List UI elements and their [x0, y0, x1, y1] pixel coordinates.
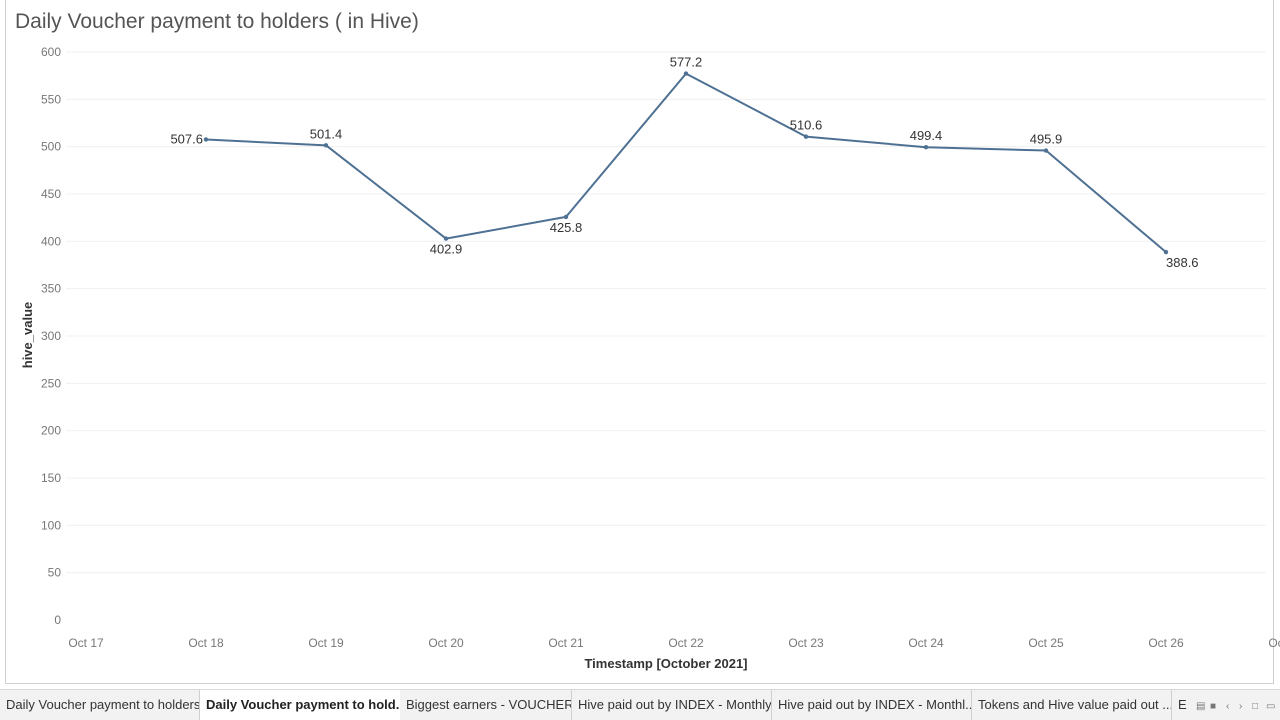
line-chart: 0 50 100 150 200 250 300 350 400 450 500 550 600 Oct…	[20, 45, 1280, 671]
tab-tokens-and-hive-value[interactable]: Tokens and Hive value paid out ...	[972, 690, 1172, 720]
data-label: 507.6	[170, 131, 203, 146]
y-axis-label: hive_value	[20, 302, 35, 369]
x-tick-label: Oct 18	[188, 636, 224, 650]
x-axis-ticks: Oct 17 Oct 18 Oct 19 Oct 20 Oct 21 Oct 22 Oct …	[68, 636, 1280, 650]
series-hive-value	[203, 71, 1169, 255]
x-tick-label: Oct 17	[68, 636, 104, 650]
data-label: 499.4	[910, 128, 943, 143]
data-label: 577.2	[670, 55, 703, 70]
data-label: 402.9	[430, 242, 463, 257]
data-point	[323, 143, 329, 148]
y-tick-label: 600	[41, 45, 61, 59]
tab-biggest-earners[interactable]: Biggest earners - VOUCHER	[400, 690, 572, 720]
data-labels: 507.6 501.4 402.9 425.8 577.2 510.6 499.4 495.9…	[170, 55, 1198, 271]
x-tick-label: Oct 27	[1268, 636, 1280, 650]
data-point	[1043, 148, 1049, 153]
data-label: 388.6	[1166, 255, 1199, 270]
tab-hive-paid-by-index-monthly[interactable]: Hive paid out by INDEX - Monthly	[572, 690, 772, 720]
tab-daily-voucher-payment[interactable]: Daily Voucher payment to holders	[0, 690, 200, 720]
data-label: 425.8	[550, 220, 583, 235]
presentation-icon[interactable]: ▭	[1266, 701, 1276, 712]
chart-title: Daily Voucher payment to holders ( in Hi…	[15, 10, 419, 33]
x-tick-label: Oct 22	[668, 636, 704, 650]
y-tick-label: 200	[41, 424, 61, 438]
data-point	[443, 236, 449, 241]
y-tick-label: 50	[48, 566, 62, 580]
data-point	[1163, 249, 1169, 255]
grid-view-icon[interactable]: ■	[1210, 701, 1217, 712]
list-view-icon[interactable]: ▤	[1196, 701, 1206, 712]
next-tab-icon[interactable]: ›	[1239, 701, 1243, 712]
gridlines	[66, 51, 1266, 574]
prev-tab-icon[interactable]: ‹	[1226, 701, 1230, 712]
y-tick-label: 400	[41, 234, 61, 248]
y-tick-label: 0	[54, 613, 61, 627]
fit-icon[interactable]: □	[1252, 701, 1259, 712]
y-axis-ticks: 0 50 100 150 200 250 300 350 400 450 500 550 600	[41, 45, 61, 627]
sheet-tab-bar: Daily Voucher payment to holders Daily V…	[0, 689, 1280, 720]
y-tick-label: 500	[41, 140, 61, 154]
series-line	[205, 72, 1167, 253]
viz-frame	[5, 0, 1274, 684]
data-label: 495.9	[1030, 132, 1063, 147]
x-tick-label: Oct 24	[908, 636, 944, 650]
data-label: 501.4	[310, 126, 343, 141]
data-point	[803, 134, 809, 139]
y-tick-label: 350	[41, 282, 61, 296]
tab-daily-voucher-payment-active[interactable]: Daily Voucher payment to hold...	[200, 690, 400, 720]
data-label: 510.6	[790, 118, 823, 133]
y-tick-label: 300	[41, 329, 61, 343]
x-axis-label: Timestamp [October 2021]	[584, 656, 747, 671]
y-tick-label: 550	[41, 92, 61, 106]
data-point	[683, 71, 689, 76]
y-tick-label: 450	[41, 187, 61, 201]
y-tick-label: 150	[41, 471, 61, 485]
data-point	[563, 214, 569, 220]
x-tick-label: Oct 26	[1148, 636, 1184, 650]
x-tick-label: Oct 19	[308, 636, 344, 650]
tab-overflow[interactable]: E	[1178, 697, 1187, 712]
y-tick-label: 250	[41, 376, 61, 390]
x-tick-label: Oct 20	[428, 636, 464, 650]
data-point	[203, 137, 209, 142]
x-tick-label: Oct 25	[1028, 636, 1064, 650]
tab-hive-paid-by-index-monthly-2[interactable]: Hive paid out by INDEX - Monthl...	[772, 690, 972, 720]
x-tick-label: Oct 21	[548, 636, 584, 650]
x-tick-label: Oct 23	[788, 636, 824, 650]
y-tick-label: 100	[41, 518, 61, 532]
data-point	[923, 145, 929, 150]
